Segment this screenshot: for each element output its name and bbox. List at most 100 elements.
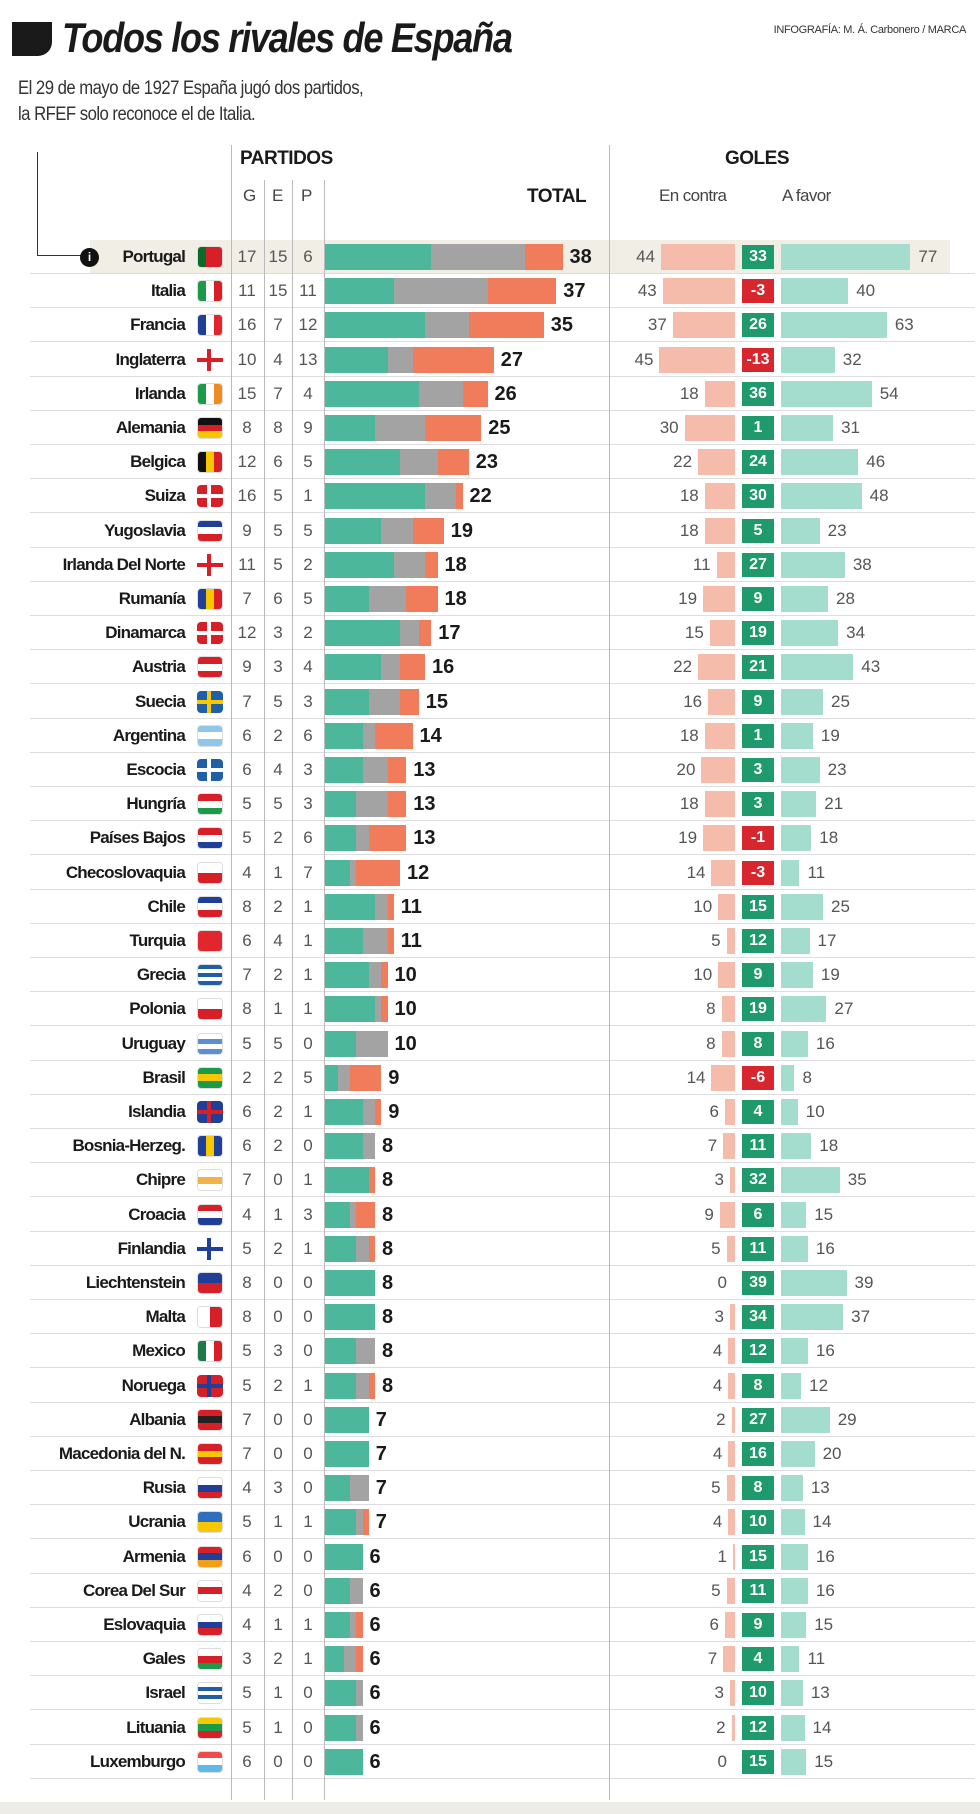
- flag-stripe: [198, 383, 206, 404]
- flag-stripe: [206, 589, 214, 609]
- table-row: Suiza 16 5 1 22 18 30 48: [0, 479, 980, 514]
- drawn-count: 1: [273, 1615, 283, 1634]
- row-separator: [30, 1299, 975, 1300]
- row-separator: [30, 1367, 975, 1369]
- flag-stripe: [198, 1758, 222, 1766]
- goals-against-value: 30: [659, 418, 679, 437]
- goals-against-value: 9: [704, 1204, 714, 1224]
- team-name: Suiza: [144, 486, 186, 506]
- against-bar: [726, 1235, 735, 1262]
- flag-cross-v: [207, 485, 211, 508]
- drawn-bar: [356, 1030, 388, 1057]
- lost-count: 3: [303, 1204, 313, 1224]
- total-value: 8: [382, 1340, 394, 1363]
- drawn-count: 7: [273, 383, 283, 403]
- goals-for-value: 54: [879, 383, 899, 403]
- won-count: 12: [237, 452, 257, 472]
- drawn-bar: [362, 722, 375, 749]
- flag-stripe: [198, 828, 222, 836]
- team-name: Malta: [145, 1307, 186, 1327]
- flag-stripe: [198, 1177, 222, 1184]
- goals-against-value: 6: [709, 1615, 719, 1634]
- won-count: 15: [237, 383, 257, 403]
- table-row: i Portugal 17 15 6 38 44 33 77: [0, 240, 980, 274]
- goals-for-value: 40: [856, 281, 876, 301]
- table-row: Finlandia 5 2 1 8 5 11 16: [0, 1232, 980, 1266]
- goal-difference-badge: 8: [742, 1031, 774, 1056]
- goals-against-value: 10: [693, 896, 713, 916]
- lost-count: 5: [303, 520, 313, 540]
- flag-stripe: [198, 732, 222, 740]
- goals-against-value: 22: [673, 657, 693, 677]
- won-bar: [325, 1714, 357, 1741]
- goals-for-value: 77: [918, 247, 938, 266]
- total-value: 11: [400, 930, 422, 952]
- drawn-bar: [375, 996, 382, 1023]
- won-count: 4: [242, 1478, 252, 1498]
- drawn-count: 1: [273, 1512, 283, 1532]
- won-bar: [325, 1406, 369, 1433]
- team-name: Países Bajos: [89, 828, 186, 848]
- goals-against-value: 44: [636, 247, 656, 266]
- total-value: 7: [375, 1511, 387, 1534]
- flag-stripe: [198, 418, 222, 425]
- goal-difference-badge: 9: [742, 689, 774, 714]
- drawn-count: 5: [273, 520, 283, 540]
- drawn-count: 2: [273, 1067, 283, 1087]
- flag-icon: [197, 964, 223, 987]
- won-count: 4: [242, 1615, 252, 1634]
- team-name: Grecia: [136, 965, 186, 985]
- lost-bar: [362, 1509, 369, 1536]
- drawn-count: 2: [273, 896, 283, 916]
- divider-p: [324, 180, 325, 1800]
- flag-stripe: [198, 1170, 222, 1178]
- drawn-count: 0: [273, 1444, 283, 1463]
- row-separator: [30, 1572, 975, 1574]
- won-count: 5: [242, 794, 252, 814]
- table-row: Albania 7 0 0 7 2 27 29: [0, 1403, 980, 1437]
- team-name: Noruega: [121, 1375, 186, 1395]
- drawn-count: 0: [273, 1751, 283, 1771]
- flag-stripe: [206, 1341, 214, 1362]
- divider-g: [264, 180, 265, 1800]
- drawn-bar: [400, 449, 438, 476]
- flag-cross-v: [207, 1237, 211, 1260]
- won-bar: [325, 928, 363, 954]
- flag-icon: [197, 246, 223, 268]
- goals-for-value: 16: [815, 1033, 835, 1053]
- lost-count: 6: [303, 247, 313, 266]
- flag-stripe: [198, 1341, 206, 1362]
- team-name: Mexico: [132, 1341, 186, 1361]
- flag-stripe: [198, 1273, 222, 1283]
- drawn-count: 4: [273, 760, 283, 779]
- flag-stripe: [198, 1307, 210, 1328]
- goals-for-value: 43: [861, 657, 881, 677]
- table-row: Armenia 6 0 0 6 1 15 16: [0, 1540, 980, 1574]
- flag-stripe: [198, 896, 222, 904]
- against-bar: [718, 893, 735, 920]
- table-row: Eslovaquia 4 1 1 6 6 9 15: [0, 1608, 980, 1642]
- subtitle-line-1: El 29 de mayo de 1927 España jugó dos pa…: [18, 78, 364, 99]
- flag-stripe: [198, 1621, 222, 1629]
- flag-stripe: [214, 452, 222, 473]
- team-name: Lituania: [126, 1717, 186, 1737]
- flag-cross-v: [207, 690, 211, 713]
- team-name: Croacia: [128, 1204, 186, 1224]
- row-separator: [30, 1675, 975, 1677]
- goals-for-value: 11: [807, 862, 826, 882]
- goals-for-value: 32: [842, 349, 862, 369]
- for-bar: [781, 1338, 808, 1365]
- goals-against-value: 43: [637, 281, 657, 301]
- lost-bar: [425, 415, 482, 441]
- lost-count: 4: [303, 657, 313, 677]
- flag-stripe: [198, 1038, 222, 1044]
- lost-count: 1: [303, 999, 313, 1019]
- connector-line-vertical: [37, 152, 38, 256]
- for-bar: [781, 1167, 840, 1194]
- flag-stripe: [198, 1683, 222, 1688]
- for-bar: [781, 1372, 802, 1399]
- total-value: 18: [444, 588, 467, 610]
- team-name: Corea Del Sur: [82, 1580, 186, 1600]
- flag-stripe: [198, 969, 222, 974]
- drawn-count: 2: [273, 1375, 283, 1395]
